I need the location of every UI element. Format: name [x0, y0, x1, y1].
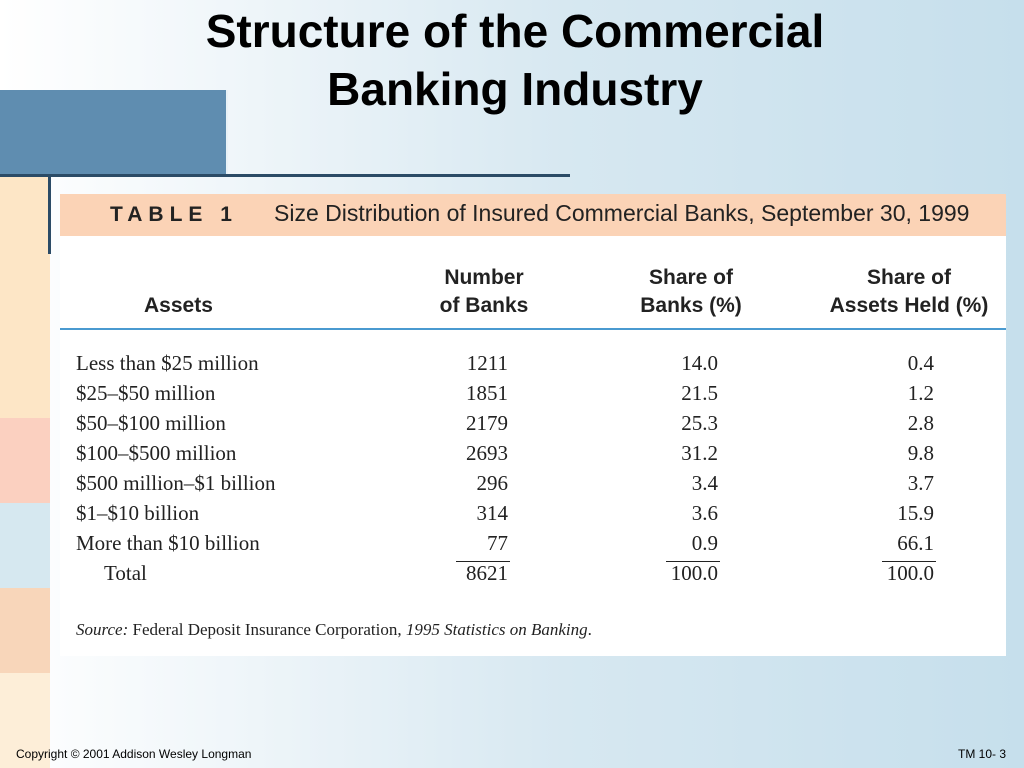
- header-assets-text: Assets: [144, 294, 213, 317]
- cell-share-assets: 66.1: [897, 531, 934, 555]
- header-share-banks-line2: Banks (%): [640, 294, 742, 317]
- cell-total-label: Total: [104, 561, 147, 585]
- cell-number: 314: [476, 501, 509, 525]
- decorative-horizontal-line: [0, 174, 570, 177]
- cell-share-assets: 1.2: [907, 381, 934, 405]
- header-assets: Assets: [144, 292, 213, 320]
- total-underline-share-banks: [666, 561, 720, 562]
- cell-assets: $1–$10 billion: [76, 501, 200, 525]
- source-label: Source:: [76, 620, 129, 639]
- table-source-note: Source: Federal Deposit Insurance Corpor…: [76, 620, 592, 640]
- table-label: TABLE 1: [110, 203, 238, 226]
- header-share-assets-line2: Assets Held (%): [829, 294, 989, 317]
- cell-total-number: 8621: [466, 561, 508, 585]
- cell-total-share-assets: 100.0: [886, 561, 934, 585]
- cell-share-banks: 3.4: [691, 471, 718, 495]
- cell-number: 296: [476, 471, 509, 495]
- cell-total-share-banks: 100.0: [670, 561, 718, 585]
- source-text: Federal Deposit Insurance Corporation,: [132, 620, 402, 639]
- cell-share-assets: 9.8: [907, 441, 934, 465]
- header-share-banks: Share of Banks (%): [626, 264, 756, 320]
- cell-assets: $500 million–$1 billion: [76, 471, 276, 495]
- table-row: $100–$500 million 2693 31.2 9.8: [60, 438, 1006, 468]
- cell-assets: $100–$500 million: [76, 441, 237, 465]
- cell-number: 2179: [466, 411, 508, 435]
- cell-number: 2693: [466, 441, 508, 465]
- slide-title: Structure of the Commercial Banking Indu…: [0, 2, 1024, 118]
- cell-share-banks: 3.6: [691, 501, 718, 525]
- table-row: $25–$50 million 1851 21.5 1.2: [60, 378, 1006, 408]
- decorative-blue-block: [0, 90, 228, 174]
- table-row: $500 million–$1 billion 296 3.4 3.7: [60, 468, 1006, 498]
- cell-assets: $50–$100 million: [76, 411, 226, 435]
- footer-copyright: Copyright © 2001 Addison Wesley Longman: [16, 747, 252, 761]
- header-number: Number of Banks: [424, 264, 544, 320]
- table-row: $50–$100 million 2179 25.3 2.8: [60, 408, 1006, 438]
- table-row: $1–$10 billion 314 3.6 15.9: [60, 498, 1006, 528]
- header-number-line1: Number: [444, 266, 524, 289]
- total-underline-number: [456, 561, 510, 562]
- table-total-row: Total 8621 100.0 100.0: [60, 558, 1006, 588]
- table-row: More than $10 billion 77 0.9 66.1: [60, 528, 1006, 558]
- source-end: .: [587, 620, 592, 639]
- total-underline-share-assets: [882, 561, 936, 562]
- left-decorative-strip: [0, 175, 50, 768]
- cell-share-banks: 31.2: [681, 441, 718, 465]
- cell-assets: Less than $25 million: [76, 351, 259, 375]
- slide-title-text: Structure of the Commercial Banking Indu…: [205, 5, 825, 115]
- table-caption-bar: TABLE 1 Size Distribution of Insured Com…: [60, 194, 1006, 236]
- cell-share-assets: 15.9: [897, 501, 934, 525]
- source-title: 1995 Statistics on Banking: [405, 620, 588, 639]
- header-rule: [60, 328, 1006, 330]
- cell-number: 1851: [466, 381, 508, 405]
- cell-share-assets: 3.7: [907, 471, 934, 495]
- header-share-assets-line1: Share of: [866, 266, 952, 289]
- cell-number: 77: [487, 531, 508, 555]
- cell-share-banks: 0.9: [691, 531, 718, 555]
- cell-number: 1211: [466, 351, 508, 375]
- cell-share-banks: 14.0: [681, 351, 718, 375]
- cell-share-banks: 25.3: [681, 411, 718, 435]
- cell-share-assets: 0.4: [907, 351, 934, 375]
- cell-assets: More than $10 billion: [76, 531, 260, 555]
- table-caption: Size Distribution of Insured Commercial …: [274, 200, 970, 226]
- cell-share-assets: 2.8: [907, 411, 934, 435]
- header-share-banks-line1: Share of: [648, 266, 734, 289]
- table-panel: TABLE 1 Size Distribution of Insured Com…: [60, 194, 1006, 656]
- footer-slide-number: TM 10- 3: [957, 747, 1006, 761]
- header-number-line2: of Banks: [439, 294, 529, 317]
- decorative-vertical-line: [48, 177, 51, 254]
- cell-share-banks: 21.5: [681, 381, 718, 405]
- header-share-assets: Share of Assets Held (%): [824, 264, 994, 320]
- cell-assets: $25–$50 million: [76, 381, 216, 405]
- table-row: Less than $25 million 1211 14.0 0.4: [60, 348, 1006, 378]
